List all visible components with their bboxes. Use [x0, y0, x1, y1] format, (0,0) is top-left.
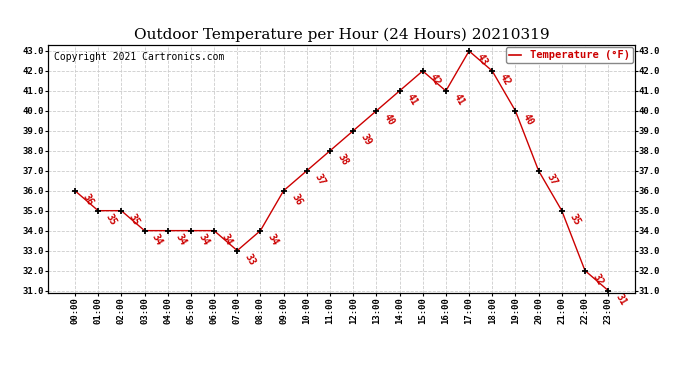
- Text: 34: 34: [173, 232, 188, 247]
- Text: 43: 43: [475, 53, 489, 68]
- Text: 37: 37: [544, 172, 559, 187]
- Text: 40: 40: [521, 112, 535, 128]
- Text: 34: 34: [219, 232, 234, 247]
- Text: 34: 34: [150, 232, 165, 247]
- Text: 36: 36: [289, 192, 304, 207]
- Text: 38: 38: [335, 152, 350, 167]
- Text: 32: 32: [591, 272, 605, 287]
- Text: 39: 39: [359, 132, 373, 147]
- Text: 41: 41: [405, 92, 420, 108]
- Text: 35: 35: [567, 212, 582, 227]
- Text: 34: 34: [266, 232, 281, 247]
- Text: 42: 42: [428, 72, 443, 87]
- Legend: Temperature (°F): Temperature (°F): [506, 47, 633, 63]
- Text: 36: 36: [81, 192, 95, 207]
- Text: 41: 41: [451, 92, 466, 108]
- Title: Outdoor Temperature per Hour (24 Hours) 20210319: Outdoor Temperature per Hour (24 Hours) …: [134, 28, 549, 42]
- Text: 31: 31: [613, 292, 628, 307]
- Text: 34: 34: [197, 232, 211, 247]
- Text: 42: 42: [497, 72, 512, 87]
- Text: Copyright 2021 Cartronics.com: Copyright 2021 Cartronics.com: [55, 53, 224, 62]
- Text: 35: 35: [127, 212, 141, 227]
- Text: 35: 35: [104, 212, 118, 227]
- Text: 37: 37: [313, 172, 327, 187]
- Text: 33: 33: [243, 252, 257, 267]
- Text: 40: 40: [382, 112, 397, 128]
